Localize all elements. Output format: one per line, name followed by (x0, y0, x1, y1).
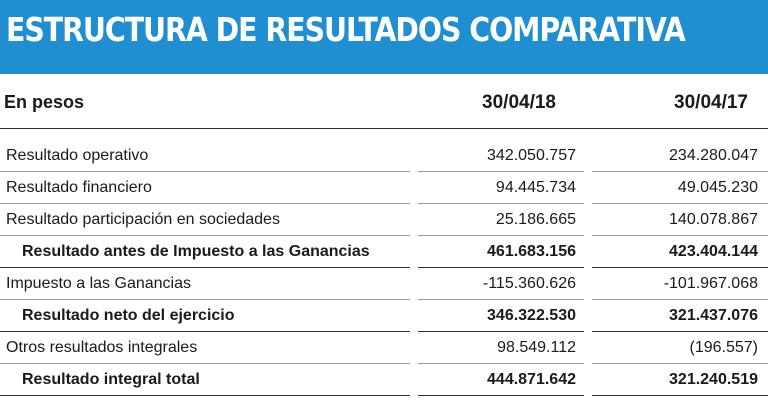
row-divider (592, 267, 768, 268)
row-divider (418, 363, 584, 364)
row-label: Resultado participación en sociedades (6, 211, 280, 228)
table-row: Impuesto a las Ganancias -115.360.626 -1… (0, 268, 768, 300)
row-divider (418, 331, 584, 332)
row-divider (592, 331, 768, 332)
header-label: En pesos (4, 92, 85, 112)
row-value-2017: 321.437.076 (669, 307, 758, 324)
row-value-2018: 461.683.156 (487, 243, 576, 260)
table-row: Otros resultados integrales 98.549.112 (… (0, 332, 768, 364)
row-divider (418, 203, 584, 204)
row-label: Resultado antes de Impuesto a las Gananc… (22, 243, 370, 260)
row-divider (592, 203, 768, 204)
row-label: Resultado operativo (6, 147, 149, 164)
row-label: Resultado neto del ejercicio (22, 307, 235, 324)
row-divider (418, 171, 584, 172)
row-label: Impuesto a las Ganancias (6, 275, 191, 292)
row-divider (0, 395, 410, 396)
row-divider (0, 235, 410, 236)
row-divider (0, 267, 410, 268)
row-divider (0, 331, 410, 332)
row-divider (418, 395, 584, 396)
title-bar: ESTRUCTURA DE RESULTADOS COMPARATIVA (0, 0, 768, 74)
row-value-2018: -115.360.626 (482, 275, 576, 292)
header-col-2017: 30/04/17 (674, 92, 748, 113)
table-row: Resultado participación en sociedades 25… (0, 204, 768, 236)
row-divider (418, 299, 584, 300)
table-row-total: Resultado integral total 444.871.642 321… (0, 364, 768, 396)
row-value-2018: 444.871.642 (487, 371, 576, 388)
row-label: Resultado financiero (6, 179, 152, 196)
row-value-2017: -101.967.068 (663, 275, 758, 292)
table-row-subtotal: Resultado neto del ejercicio 346.322.530… (0, 300, 768, 332)
row-label: Otros resultados integrales (6, 339, 198, 356)
row-value-2017: (196.557) (689, 339, 759, 356)
row-value-2017: 49.045.230 (677, 179, 758, 196)
table-row: Resultado operativo 342.050.757 234.280.… (0, 140, 768, 172)
page-title: ESTRUCTURA DE RESULTADOS COMPARATIVA (6, 10, 686, 49)
row-value-2017: 234.280.047 (669, 147, 758, 164)
row-divider (592, 395, 768, 396)
row-value-2017: 321.240.519 (669, 371, 758, 388)
row-divider (592, 235, 768, 236)
row-value-2018: 94.445.734 (495, 179, 576, 196)
row-divider (592, 299, 768, 300)
row-value-2018: 342.050.757 (487, 147, 576, 164)
row-divider (592, 171, 768, 172)
table-header: En pesos 30/04/18 30/04/17 (0, 74, 768, 129)
row-value-2018: 25.186.665 (495, 211, 576, 228)
row-value-2017: 423.404.144 (669, 243, 758, 260)
table-row: Resultado financiero 94.445.734 49.045.2… (0, 172, 768, 204)
header-col-2018: 30/04/18 (482, 92, 556, 113)
row-divider (592, 363, 768, 364)
row-divider (418, 235, 584, 236)
row-value-2018: 346.322.530 (487, 307, 576, 324)
row-value-2017: 140.078.867 (669, 211, 758, 228)
row-divider (0, 203, 410, 204)
row-divider (0, 171, 410, 172)
row-divider (418, 267, 584, 268)
row-value-2018: 98.549.112 (497, 339, 576, 356)
table-row-subtotal: Resultado antes de Impuesto a las Gananc… (0, 236, 768, 268)
row-divider (0, 299, 410, 300)
row-divider (0, 363, 410, 364)
row-label: Resultado integral total (22, 371, 200, 388)
